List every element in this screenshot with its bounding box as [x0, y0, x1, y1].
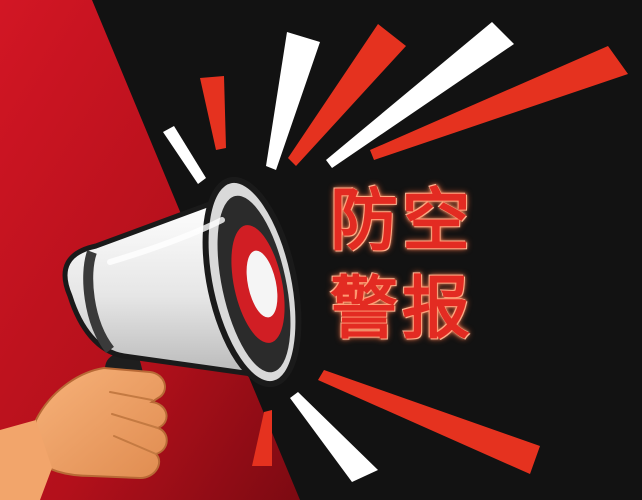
title-line-2: 警报: [330, 270, 475, 349]
hand-icon: [0, 366, 168, 500]
ray-red-1: [200, 76, 226, 150]
ray-red-5: [252, 410, 272, 466]
megaphone-icon: [62, 176, 302, 439]
ray-white-4: [290, 392, 378, 482]
alert-rays: [163, 22, 628, 482]
ray-red-3: [370, 46, 628, 160]
ray-white-3: [326, 22, 514, 168]
alert-title: 防空 警报: [330, 180, 490, 360]
ray-red-4: [318, 370, 540, 474]
title-line-1: 防空: [330, 182, 475, 261]
ray-white-1: [163, 126, 206, 184]
ray-red-2: [288, 24, 406, 166]
ray-white-2: [266, 32, 320, 170]
